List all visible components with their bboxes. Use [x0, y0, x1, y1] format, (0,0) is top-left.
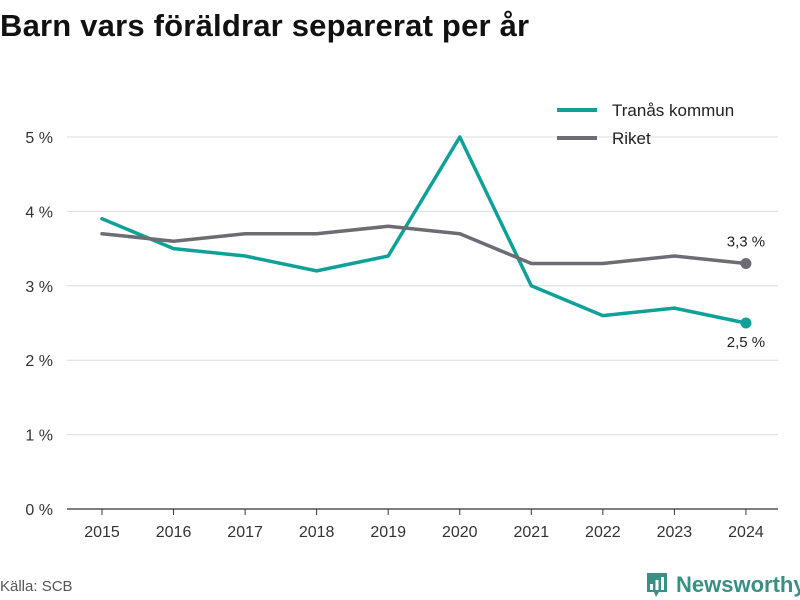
- x-tick-label: 2021: [514, 524, 550, 541]
- source-note: Källa: SCB: [0, 578, 73, 595]
- x-tick-label: 2019: [370, 524, 406, 541]
- x-tick-label: 2017: [227, 524, 263, 541]
- y-axis-ticks: 0 % 1 % 2 % 3 % 4 % 5 %: [25, 130, 53, 519]
- legend-label-1: Riket: [612, 129, 651, 148]
- legend: Tranås kommun Riket: [557, 101, 734, 148]
- newsworthy-logo-icon: [647, 573, 667, 597]
- x-tick-label: 2024: [728, 524, 764, 541]
- x-tick-label: 2016: [156, 524, 192, 541]
- brand-logo: Newsworthy: [645, 570, 800, 600]
- brand-name: Newsworthy: [676, 572, 800, 597]
- x-tick-label: 2015: [84, 524, 120, 541]
- series-line-1: [100, 224, 748, 266]
- series-line-0: [100, 135, 748, 325]
- series-end-point-1: [740, 257, 752, 269]
- y-tick-label: 4 %: [25, 204, 53, 221]
- gridlines: [67, 136, 778, 510]
- legend-label-0: Tranås kommun: [612, 101, 734, 120]
- series-end-point-0: [740, 317, 752, 329]
- x-axis-ticks: 2015 2016 2017 2018 2019 2020 2021 2022 2023 2024: [84, 509, 764, 541]
- series-lines: 2,5 % 3,3 %: [100, 135, 765, 351]
- x-tick-label: 2023: [657, 524, 693, 541]
- y-tick-label: 3 %: [25, 279, 53, 296]
- x-tick-label: 2018: [299, 524, 335, 541]
- y-tick-label: 5 %: [25, 130, 53, 147]
- x-tick-label: 2022: [585, 524, 621, 541]
- chart-title: Barn vars föräldrar separerat per år: [0, 8, 530, 43]
- series-end-label-0: 2,5 %: [727, 334, 765, 351]
- series-end-label-1: 3,3 %: [727, 233, 765, 250]
- y-tick-label: 1 %: [25, 428, 53, 445]
- x-tick-label: 2020: [442, 524, 478, 541]
- y-tick-label: 2 %: [25, 353, 53, 370]
- y-tick-label: 0 %: [25, 502, 53, 519]
